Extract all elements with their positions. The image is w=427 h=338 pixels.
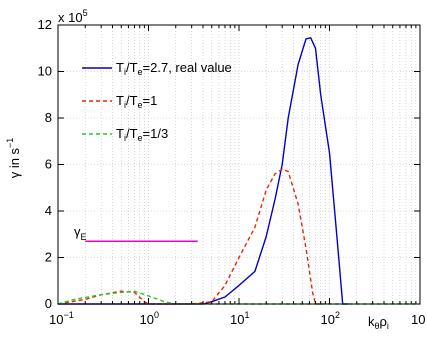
series-line-2 <box>57 168 321 305</box>
y-tick-label: 4 <box>45 203 52 218</box>
y-tick-label: 8 <box>45 110 52 125</box>
y-tick-label: 6 <box>45 157 52 172</box>
legend: Ti/Te=2.7, real value Ti/Te=1 Ti/Te=1/3 <box>82 60 232 143</box>
y-multiplier-label: x 105 <box>58 8 88 25</box>
gamma-e-label: γE <box>74 224 87 242</box>
x-tick-labels: 10−1 100 101 102 10 <box>49 310 425 327</box>
y-tick-label: 12 <box>38 17 52 32</box>
y-tick-labels: 0 2 4 6 8 10 12 <box>38 17 52 311</box>
tick-marks <box>57 24 420 305</box>
x-tick-label: 10−1 <box>49 310 74 327</box>
x-tick-label: 10 <box>411 312 425 327</box>
x-tick-label: 101 <box>230 310 249 327</box>
x-axis-label: kθρi <box>368 314 389 331</box>
y-tick-label: 10 <box>38 64 52 79</box>
x-tick-label: 100 <box>140 310 159 327</box>
y-axis-label: γ in s−1 <box>5 138 22 179</box>
legend-label-series-2: Ti/Te=1 <box>116 93 157 110</box>
y-tick-label: 2 <box>45 250 52 265</box>
x-tick-label: 102 <box>321 310 340 327</box>
legend-label-series-1: Ti/Te=2.7, real value <box>116 60 232 77</box>
y-tick-label: 0 <box>45 296 52 311</box>
legend-label-series-3: Ti/Te=1/3 <box>116 126 168 143</box>
series-line-3 <box>57 290 420 305</box>
